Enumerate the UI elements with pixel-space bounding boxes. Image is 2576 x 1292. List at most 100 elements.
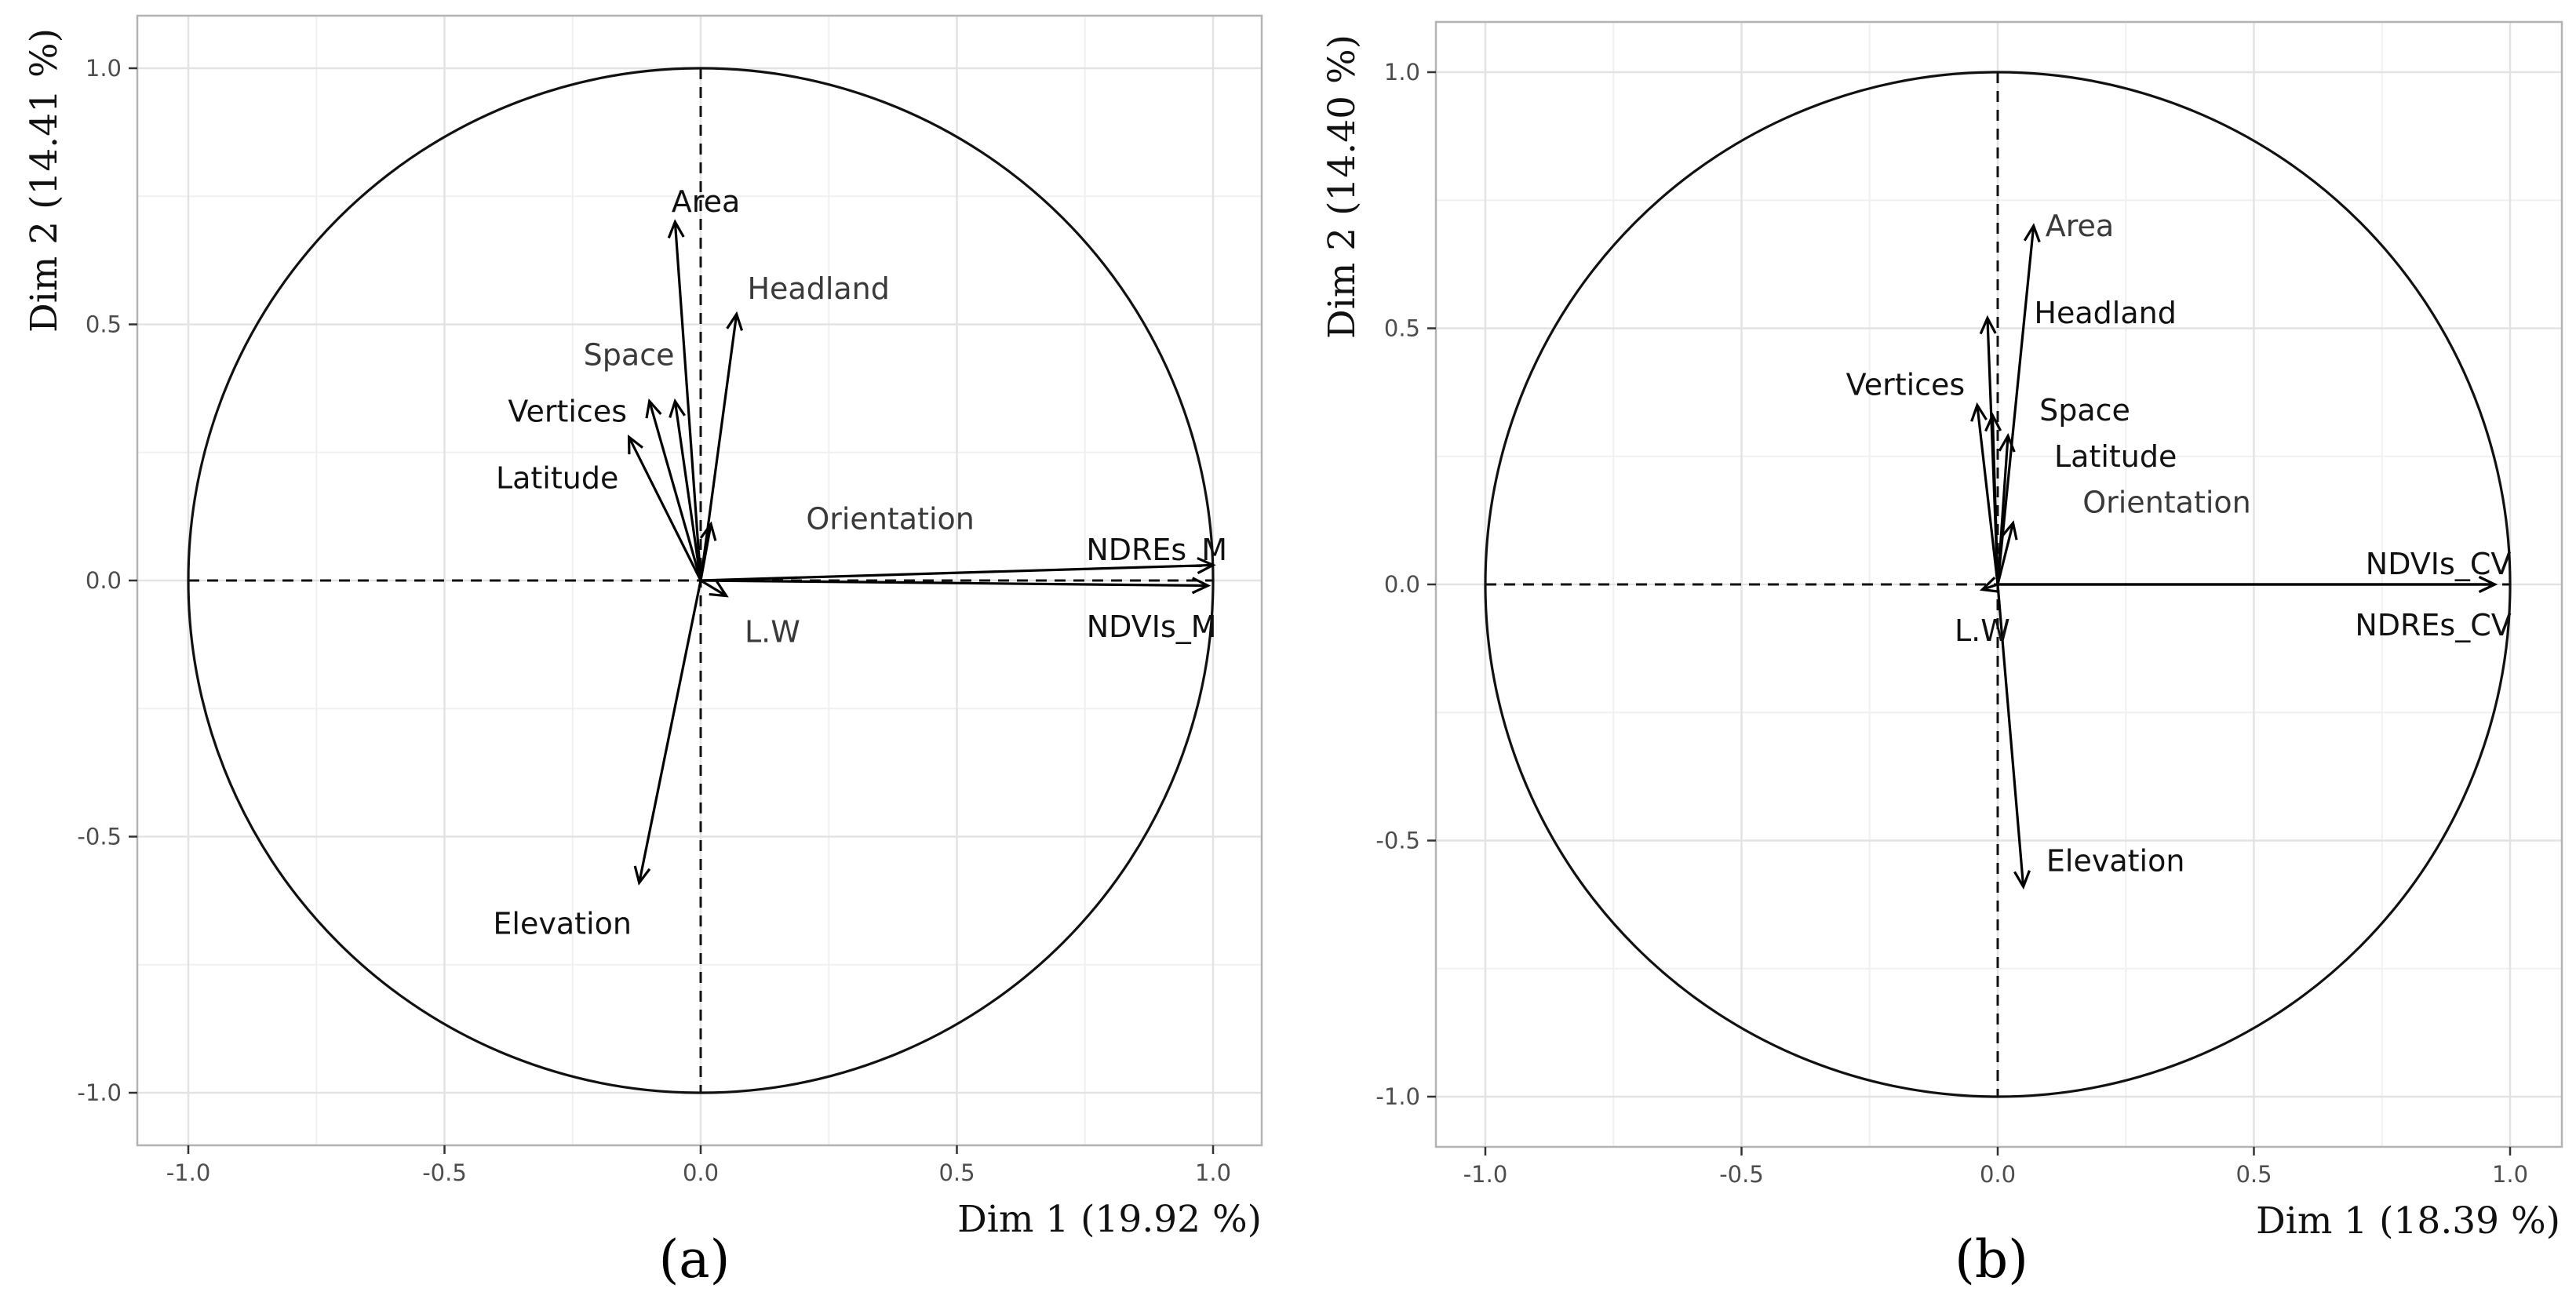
- panel-a: -1.0 -0.5 0.0 0.5 1.0 -1.0 -0.5 0.0 0.5 1.0 Area He…: [23, 14, 1263, 1290]
- vector-arrowhead: [645, 398, 662, 419]
- vector-label-elevation: Elevation: [493, 907, 632, 941]
- vector-space: [1984, 412, 2002, 585]
- y-tick-label: -0.5: [77, 824, 122, 850]
- y-tick-label: 0.5: [86, 311, 122, 338]
- vector-label-orientation: Orientation: [2082, 486, 2251, 520]
- x-axis-title: Dim 1 (18.39 %): [2256, 1199, 2560, 1243]
- panel-label: (a): [659, 1229, 731, 1290]
- y-tick-label: 1.0: [1384, 59, 1420, 86]
- vector-arrowhead: [699, 521, 717, 541]
- vector-label-area: Area: [2046, 209, 2114, 243]
- vector-shaft: [1996, 522, 2015, 585]
- y-tick-label: 0.0: [1384, 571, 1420, 598]
- vector-arrowhead: [633, 865, 651, 886]
- loading-vectors: [1970, 223, 2498, 890]
- y-tick-label: -1.0: [1375, 1083, 1420, 1110]
- x-tick-label: 0.5: [938, 1159, 975, 1186]
- vector-arrowhead: [2001, 520, 2018, 540]
- y-axis-title: Dim 2 (14.40 %): [1321, 35, 1364, 339]
- vector-label-vertices: Vertices: [1846, 367, 1966, 402]
- vector-arrowhead: [1998, 432, 2016, 453]
- vector-shaft: [700, 579, 727, 597]
- vector-arrowhead: [2013, 870, 2031, 890]
- vector-arrowhead: [709, 580, 729, 598]
- vector-vertices: [1970, 402, 1999, 585]
- vector-label-ndres-m: NDREs_M: [1086, 533, 1227, 567]
- vector-label-space: Space: [584, 338, 675, 373]
- vector-arrowhead: [667, 219, 685, 238]
- panel-label: (b): [1955, 1229, 2028, 1290]
- x-tick-label: 0.0: [1980, 1161, 2016, 1188]
- vector-shaft: [1976, 405, 1999, 585]
- vector-shaft: [1996, 584, 2025, 887]
- vector-arrowhead: [1979, 315, 1997, 335]
- vector-latitude: [1996, 432, 2016, 585]
- x-tick-label: -0.5: [422, 1159, 467, 1186]
- vector-elevation: [633, 580, 702, 886]
- x-tick-label: -0.5: [1719, 1161, 1764, 1188]
- vector-arrowhead: [669, 398, 686, 418]
- vector-label-headland: Headland: [747, 271, 889, 306]
- vector-space: [669, 398, 702, 581]
- axis-ticks: -1.0 -0.5 0.0 0.5 1.0 -1.0 -0.5 0.0 0.5 1.0: [1375, 59, 2528, 1188]
- vector-headland: [699, 311, 744, 581]
- vector-labels: Area Headland Space Vertices Latitude Orienta…: [493, 184, 1227, 941]
- vector-label-l-w: L.W: [1955, 613, 2010, 648]
- y-tick-label: -0.5: [1375, 828, 1420, 854]
- vector-arrowhead: [1970, 402, 1988, 422]
- vector-label-headland: Headland: [2034, 296, 2176, 330]
- vector-ndres-m: [700, 557, 1216, 582]
- vector-shaft: [638, 580, 702, 883]
- vector-orientation: [1996, 520, 2018, 585]
- vector-labels: Area Headland Space Vertices Latitude Orienta…: [1846, 209, 2512, 879]
- vector-shaft: [648, 401, 702, 581]
- vector-arrowhead: [1979, 577, 2000, 593]
- vector-shaft: [673, 401, 702, 581]
- vector-l-w: [700, 579, 729, 598]
- vector-label-ndvis-cv: NDVIs_CV: [2366, 547, 2512, 581]
- y-tick-label: 1.0: [86, 55, 122, 82]
- vector-ndres-cv: [1998, 576, 2498, 593]
- vector-shaft: [699, 314, 738, 581]
- vector-area: [1996, 223, 2041, 585]
- y-tick-label: 0.0: [86, 567, 122, 594]
- vector-shaft: [699, 523, 712, 581]
- vector-arrowhead: [726, 311, 744, 331]
- vector-label-ndvis-m: NDVIs_M: [1087, 610, 1217, 644]
- x-tick-label: 0.0: [683, 1159, 719, 1186]
- vector-shaft: [1996, 225, 2035, 585]
- y-tick-label: -1.0: [77, 1079, 122, 1106]
- vector-label-orientation: Orientation: [806, 502, 975, 537]
- vector-arrowhead: [1984, 412, 2002, 432]
- x-axis-title: Dim 1 (19.92 %): [957, 1198, 1262, 1241]
- loading-vectors: [627, 219, 1216, 886]
- vector-label-latitude: Latitude: [496, 460, 618, 495]
- vector-latitude: [627, 434, 702, 581]
- vector-shaft: [700, 563, 1214, 582]
- x-tick-label: -1.0: [166, 1159, 211, 1186]
- vector-orientation: [699, 521, 717, 581]
- vector-shaft: [628, 436, 702, 581]
- panel-b: -1.0 -0.5 0.0 0.5 1.0 -1.0 -0.5 0.0 0.5 1.0 Area He…: [1321, 20, 2563, 1290]
- vector-label-latitude: Latitude: [2054, 439, 2177, 474]
- vector-label-l-w: L.W: [745, 614, 800, 649]
- vector-elevation: [1996, 584, 2031, 890]
- vector-arrowhead: [2023, 223, 2041, 243]
- vector-ndvis-m: [700, 577, 1211, 595]
- vector-arrowhead: [1197, 557, 1216, 574]
- y-axis-title: Dim 2 (14.41 %): [23, 28, 66, 333]
- x-tick-label: -1.0: [1463, 1161, 1508, 1188]
- vector-label-space: Space: [2039, 393, 2130, 428]
- vector-shaft: [1991, 415, 1999, 585]
- x-tick-label: 1.0: [2492, 1161, 2528, 1188]
- vector-shaft: [673, 221, 702, 581]
- y-tick-label: 0.5: [1384, 315, 1420, 342]
- axis-ticks: -1.0 -0.5 0.0 0.5 1.0 -1.0 -0.5 0.0 0.5 1.0: [77, 55, 1231, 1186]
- vector-label-area: Area: [672, 184, 740, 219]
- vector-label-elevation: Elevation: [2046, 844, 2185, 879]
- vector-arrowhead: [627, 434, 643, 455]
- vector-arrowhead: [1191, 577, 1211, 595]
- x-tick-label: 1.0: [1195, 1159, 1231, 1186]
- vector-area: [667, 219, 702, 581]
